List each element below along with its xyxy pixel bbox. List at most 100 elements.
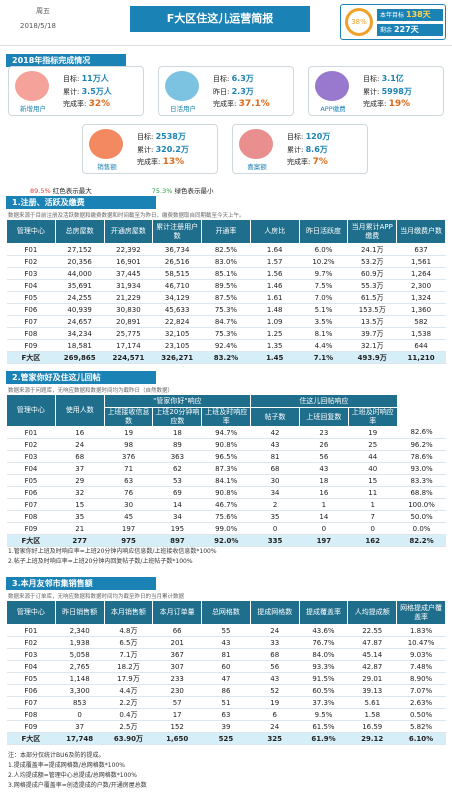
table-row: F01 2,340 4.8万 66 55 24 43.6% 22.55 1.83%	[6, 624, 446, 637]
table-cell: F01	[6, 624, 56, 637]
table-cell: 1	[348, 498, 398, 511]
table-cell: 0	[299, 522, 349, 535]
kpi-icon	[165, 71, 199, 101]
column-header: 本月销售额	[103, 600, 154, 625]
table-cell: 18.2万	[104, 660, 153, 673]
table-cell: 9.5%	[299, 708, 348, 721]
table-cell: 24	[55, 438, 105, 451]
kpi-value: 3.5万人	[81, 87, 112, 96]
table-cell: 39	[201, 720, 251, 733]
kpi-label: 目标:	[137, 133, 154, 141]
table-cell: 75.3%	[201, 303, 251, 316]
table-cell: 92.4%	[201, 339, 251, 352]
table-cell: 89	[152, 438, 202, 451]
kpi-card: 新增用户 目标: 11万人 累计: 3.5万人 完成率: 32%	[8, 66, 144, 116]
kpi-line: 累计: 320.2万	[137, 144, 189, 155]
table-cell: 4.8万	[104, 624, 153, 637]
table-cell: 4.4万	[104, 684, 153, 697]
table-cell: 86	[201, 684, 251, 697]
table-cell: 42	[250, 426, 300, 439]
table-cell: 1.35	[250, 339, 300, 352]
table-cell: F09	[6, 720, 56, 733]
table-cell: 3,300	[55, 684, 105, 697]
kpi-value: 13%	[162, 157, 185, 167]
table-cell: 35	[250, 510, 300, 523]
table-cell: 33	[250, 636, 300, 649]
table-cell: 51	[201, 696, 251, 709]
column-header: 当月累计APP缴费	[347, 219, 398, 244]
table-cell: F08	[6, 510, 56, 523]
table-cell: 1,538	[396, 327, 446, 340]
kpi-value: 7%	[312, 157, 328, 167]
table-cell: 82.5%	[201, 243, 251, 256]
table-cell: 47.87	[347, 636, 397, 649]
section-title: 1.注册、活跃及缴费	[6, 196, 156, 209]
table-cell: 61.5万	[347, 291, 397, 304]
legend-text: 绿色表示最小	[174, 187, 214, 195]
table-cell: 69	[152, 486, 202, 499]
table-cell: F06	[6, 303, 56, 316]
table-row: F06 40,939 30,830 45,633 75.3% 1.48 5.1% 153.5万…	[6, 303, 446, 316]
column-header: 管理中心	[6, 600, 56, 625]
kpi-label: 完成率:	[287, 158, 311, 166]
table-cell: 85.1%	[201, 267, 251, 280]
table-cell: 39.7万	[347, 327, 397, 340]
column-header: 总网格数	[201, 600, 251, 625]
table-cell: 8.1%	[299, 327, 348, 340]
table-cell: 60	[201, 660, 251, 673]
kpi-value: 120万	[305, 132, 331, 141]
table-cell: F08	[6, 708, 56, 721]
table-cell: 3.5%	[299, 315, 348, 328]
table-cell: 84.1%	[201, 474, 251, 487]
table-cell: 17.9万	[104, 672, 153, 685]
kpi-line: 目标: 2538万	[137, 131, 186, 142]
table-cell: 31,934	[104, 279, 153, 292]
footnote: 2.帖子上班及时响应率=上班20分钟内回复帖子数/上班帖子数*100%	[8, 558, 193, 565]
table-cell: 24.1万	[347, 243, 397, 256]
table-row: F05 1,148 17.9万 233 47 43 91.5% 29.01 8.90%	[6, 672, 446, 685]
table-cell: 61.9%	[299, 732, 348, 745]
table-cell: 493.9万	[347, 351, 397, 364]
table-cell: 63	[201, 708, 251, 721]
table-cell: 99.0%	[201, 522, 251, 535]
table-cell: 1.61	[250, 291, 300, 304]
table-cell: 197	[104, 522, 153, 535]
table-cell: 37.3%	[299, 696, 348, 709]
table-row: F08 34,234 25,775 32,105 75.3% 1.25 8.1% 39.7万 1…	[6, 327, 446, 340]
kpi-line: 完成率: 13%	[137, 157, 184, 167]
table-cell: 40,939	[55, 303, 105, 316]
table-cell: 195	[152, 522, 202, 535]
table-row: F03 44,000 37,445 58,515 85.1% 1.56 9.7% 60.9万 1…	[6, 267, 446, 280]
column-header: 使用人数	[54, 394, 105, 427]
table-cell: 20,891	[104, 315, 153, 328]
column-header: 上班接收信息数	[103, 407, 154, 427]
table-cell: 644	[396, 339, 446, 352]
table-cell: 45	[104, 510, 153, 523]
table-cell: 16	[299, 486, 349, 499]
data-table: 管理中心 总房屋数 开通房屋数 累计注册用户数 开通率 人房比 昨日活跃度 当月累计APP缴费…	[6, 219, 446, 364]
table-cell: 1.45	[250, 351, 300, 364]
table-cell: 5.1%	[299, 303, 348, 316]
table-cell: 30	[104, 498, 153, 511]
table-cell: 29	[55, 474, 105, 487]
table-cell: 14	[152, 498, 202, 511]
table-cell: 45.14	[347, 648, 397, 661]
table-cell: 307	[152, 660, 202, 673]
table-cell: 16.59	[347, 720, 397, 733]
table-cell: 84.0%	[299, 648, 348, 661]
table-cell: 2	[250, 498, 300, 511]
table-row: F05 29 63 53 84.1% 30 18 15 83.3%	[6, 474, 446, 487]
table-cell: 224,571	[104, 351, 153, 364]
table-cell: 43	[201, 636, 251, 649]
table-cell: 17,748	[55, 732, 105, 745]
kpi-card: 日活用户 目标: 6.3万 昨日: 2.3万 完成率: 37.1%	[158, 66, 294, 116]
table-cell: 17	[152, 708, 202, 721]
table-cell: 197	[299, 534, 349, 547]
table-cell: F05	[6, 672, 56, 685]
table-body: F01 16 19 18 94.7% 42 23 19 82.6% F02 24 98 89 90.8% 4…	[6, 426, 446, 547]
table-cell: 37	[55, 462, 105, 475]
table-cell: F07	[6, 498, 56, 511]
kpi-line: 完成率: 19%	[363, 99, 410, 109]
column-header: 提成网格数	[249, 600, 300, 625]
table-cell: 201	[152, 636, 202, 649]
